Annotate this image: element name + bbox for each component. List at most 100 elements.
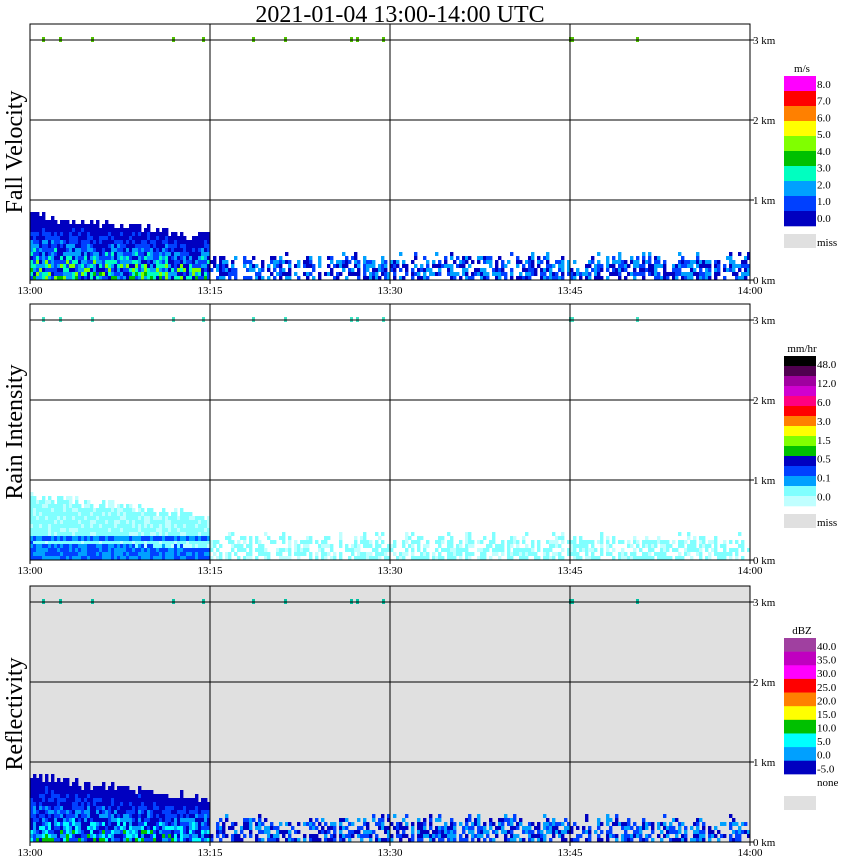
echo-cell (366, 822, 370, 826)
echo-cell (213, 264, 217, 268)
echo-cell (186, 252, 190, 256)
echo-cell (165, 802, 169, 806)
echo-cell (57, 256, 61, 260)
echo-cell (354, 540, 358, 544)
echo-cell (126, 240, 130, 244)
echo-cell (84, 224, 88, 228)
echo-cell (405, 536, 409, 540)
echo-cell (36, 528, 40, 532)
echo-cell (639, 826, 643, 830)
echo-cell (54, 220, 58, 224)
echo-cell (132, 544, 136, 548)
echo-cell (39, 798, 43, 802)
echo-cell (42, 556, 46, 560)
echo-cell (183, 248, 187, 252)
echo-cell (69, 524, 73, 528)
echo-cell (48, 794, 52, 798)
echo-cell (597, 264, 601, 268)
echo-cell (297, 548, 301, 552)
echo-cell (198, 232, 202, 236)
echo-cell (177, 272, 181, 276)
echo-cell (30, 556, 34, 560)
echo-cell (42, 786, 46, 790)
echo-cell (279, 552, 283, 556)
echo-cell (663, 276, 667, 280)
echo-cell (612, 822, 616, 826)
echo-cell (168, 548, 172, 552)
echo-cell (351, 834, 355, 838)
echo-cell (69, 232, 73, 236)
echo-cell (438, 264, 442, 268)
echo-cell (699, 260, 703, 264)
colorbar-label: 12.0 (817, 378, 837, 390)
echo-cell (549, 826, 553, 830)
echo-cell (609, 552, 613, 556)
echo-cell (39, 548, 43, 552)
echo-cell (417, 556, 421, 560)
echo-cell (87, 830, 91, 834)
echo-cell (402, 834, 406, 838)
echo-cell (708, 834, 712, 838)
echo-cell (432, 838, 436, 842)
echo-cell (201, 272, 205, 276)
echo-cell (390, 268, 394, 272)
echo-cell (600, 532, 604, 536)
echo-cell (39, 838, 43, 842)
echo-cell (81, 224, 85, 228)
echo-cell (129, 248, 133, 252)
echo-cell (96, 512, 100, 516)
echo-cell (102, 244, 106, 248)
echo-cell (195, 818, 199, 822)
echo-cell (195, 528, 199, 532)
echo-cell (75, 814, 79, 818)
echo-cell (201, 548, 205, 552)
echo-cell (207, 814, 211, 818)
echo-cell (54, 232, 58, 236)
echo-cell (606, 268, 610, 272)
echo-cell (543, 552, 547, 556)
echo-cell (138, 830, 142, 834)
echo-cell (132, 256, 136, 260)
echo-cell (78, 276, 82, 280)
echo-cell (201, 802, 205, 806)
echo-cell (69, 540, 73, 544)
echo-cell (30, 810, 34, 814)
echo-cell (120, 818, 124, 822)
echo-cell (30, 528, 34, 532)
echo-cell (75, 244, 79, 248)
echo-cell (558, 834, 562, 838)
echo-cell (444, 256, 448, 260)
echo-cell (195, 822, 199, 826)
echo-cell (72, 268, 76, 272)
colorbar-unit: mm/hr (787, 343, 817, 355)
echo-cell (132, 798, 136, 802)
echo-cell (495, 826, 499, 830)
echo-cell (57, 504, 61, 508)
echo-cell (156, 540, 160, 544)
echo-cell (390, 822, 394, 826)
echo-cell (57, 524, 61, 528)
echo-cell (204, 240, 208, 244)
echo-cell (516, 544, 520, 548)
echo-cell (90, 228, 94, 232)
echo-cell (540, 834, 544, 838)
echo-cell (54, 540, 58, 544)
echo-cell (735, 548, 739, 552)
echo-cell (96, 540, 100, 544)
echo-cell (48, 252, 52, 256)
echo-cell (150, 244, 154, 248)
echo-cell (135, 528, 139, 532)
echo-cell (207, 838, 211, 842)
echo-cell (75, 532, 79, 536)
echo-cell (537, 260, 541, 264)
echo-cell (630, 260, 634, 264)
echo-cell (42, 544, 46, 548)
x-tick-label: 14:00 (737, 565, 763, 577)
echo-cell (96, 548, 100, 552)
echo-cell (417, 830, 421, 834)
echo-cell (33, 268, 37, 272)
echo-cell (252, 268, 256, 272)
echo-cell (156, 834, 160, 838)
echo-cell (48, 810, 52, 814)
echo-cell (435, 830, 439, 834)
